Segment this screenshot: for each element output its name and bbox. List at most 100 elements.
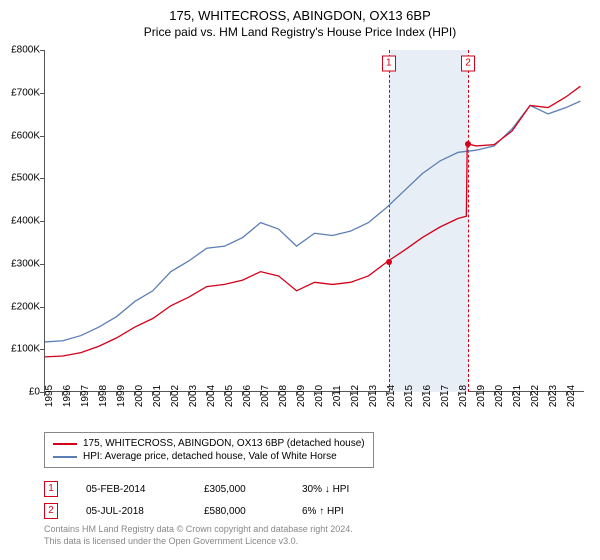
y-tick-label: £200K xyxy=(4,301,40,312)
x-tick-label: 2022 xyxy=(530,385,541,407)
y-tick-mark xyxy=(40,307,44,308)
x-tick-mark xyxy=(368,392,369,396)
x-tick-label: 1999 xyxy=(116,385,127,407)
price-line xyxy=(45,86,580,357)
chart-marker-1: 1 xyxy=(382,53,396,72)
x-tick-mark xyxy=(494,392,495,396)
legend-item: 175, WHITECROSS, ABINGDON, OX13 6BP (det… xyxy=(53,437,365,450)
x-tick-mark xyxy=(422,392,423,396)
x-tick-label: 2019 xyxy=(476,385,487,407)
transaction-marker-icon: 2 xyxy=(44,503,58,519)
x-tick-label: 2003 xyxy=(188,385,199,407)
x-tick-mark xyxy=(260,392,261,396)
transaction-row: 1 05-FEB-2014 £305,000 30% ↓ HPI xyxy=(44,478,349,500)
y-tick-mark xyxy=(40,50,44,51)
y-tick-mark xyxy=(40,221,44,222)
x-tick-mark xyxy=(170,392,171,396)
x-tick-mark xyxy=(278,392,279,396)
y-tick-mark xyxy=(40,264,44,265)
x-tick-label: 2002 xyxy=(170,385,181,407)
x-tick-label: 2017 xyxy=(440,385,451,407)
x-tick-mark xyxy=(332,392,333,396)
x-tick-mark xyxy=(44,392,45,396)
x-tick-label: 2023 xyxy=(548,385,559,407)
x-tick-mark xyxy=(296,392,297,396)
x-tick-label: 2016 xyxy=(422,385,433,407)
transaction-row: 2 05-JUL-2018 £580,000 6% ↑ HPI xyxy=(44,500,349,522)
x-tick-mark xyxy=(350,392,351,396)
legend-label: 175, WHITECROSS, ABINGDON, OX13 6BP (det… xyxy=(83,438,365,449)
y-tick-label: £100K xyxy=(4,344,40,355)
transaction-marker-icon: 1 xyxy=(44,481,58,497)
transaction-date: 05-FEB-2014 xyxy=(86,484,176,495)
transaction-table: 1 05-FEB-2014 £305,000 30% ↓ HPI 2 05-JUL-201… xyxy=(44,478,349,522)
x-tick-mark xyxy=(404,392,405,396)
x-tick-mark xyxy=(440,392,441,396)
y-tick-mark xyxy=(40,178,44,179)
y-tick-mark xyxy=(40,93,44,94)
footer-line-1: Contains HM Land Registry data © Crown c… xyxy=(44,524,353,536)
y-tick-label: £800K xyxy=(4,45,40,56)
x-tick-mark xyxy=(386,392,387,396)
x-tick-label: 2018 xyxy=(458,385,469,407)
legend-item: HPI: Average price, detached house, Vale… xyxy=(53,450,365,463)
chart-marker-2: 2 xyxy=(461,53,475,72)
legend-swatch xyxy=(53,443,77,445)
transaction-delta: 6% ↑ HPI xyxy=(302,506,344,517)
x-tick-label: 2024 xyxy=(566,385,577,407)
y-tick-mark xyxy=(40,136,44,137)
x-tick-label: 2015 xyxy=(404,385,415,407)
x-tick-mark xyxy=(98,392,99,396)
x-tick-label: 2007 xyxy=(260,385,271,407)
legend-swatch xyxy=(53,456,77,458)
chart-legend: 175, WHITECROSS, ABINGDON, OX13 6BP (det… xyxy=(44,432,374,468)
chart-title: 175, WHITECROSS, ABINGDON, OX13 6BP xyxy=(0,0,600,23)
chart-lines xyxy=(45,50,584,391)
x-tick-label: 2009 xyxy=(296,385,307,407)
transaction-price: £580,000 xyxy=(204,506,274,517)
x-tick-mark xyxy=(530,392,531,396)
x-tick-mark xyxy=(206,392,207,396)
x-tick-label: 1995 xyxy=(44,385,55,407)
x-tick-label: 2001 xyxy=(152,385,163,407)
x-tick-label: 1996 xyxy=(62,385,73,407)
chart-plot-area: 12 xyxy=(44,50,584,392)
hpi-line xyxy=(45,101,580,342)
footer-line-2: This data is licensed under the Open Gov… xyxy=(44,536,353,548)
x-tick-label: 2004 xyxy=(206,385,217,407)
x-tick-label: 2000 xyxy=(134,385,145,407)
x-tick-label: 2006 xyxy=(242,385,253,407)
x-tick-mark xyxy=(224,392,225,396)
x-tick-mark xyxy=(80,392,81,396)
x-tick-mark xyxy=(548,392,549,396)
x-tick-mark xyxy=(566,392,567,396)
x-tick-label: 2020 xyxy=(494,385,505,407)
legend-label: HPI: Average price, detached house, Vale… xyxy=(83,451,337,462)
chart-subtitle: Price paid vs. HM Land Registry's House … xyxy=(0,23,600,39)
x-tick-label: 2008 xyxy=(278,385,289,407)
x-tick-label: 1998 xyxy=(98,385,109,407)
y-tick-label: £500K xyxy=(4,173,40,184)
x-tick-mark xyxy=(242,392,243,396)
transaction-price: £305,000 xyxy=(204,484,274,495)
price-point-dot xyxy=(386,259,392,265)
x-tick-mark xyxy=(512,392,513,396)
x-tick-mark xyxy=(476,392,477,396)
x-tick-label: 1997 xyxy=(80,385,91,407)
x-tick-mark xyxy=(314,392,315,396)
y-tick-label: £600K xyxy=(4,130,40,141)
transaction-delta: 30% ↓ HPI xyxy=(302,484,349,495)
y-tick-label: £700K xyxy=(4,87,40,98)
transaction-date: 05-JUL-2018 xyxy=(86,506,176,517)
x-tick-label: 2013 xyxy=(368,385,379,407)
x-tick-mark xyxy=(116,392,117,396)
x-tick-mark xyxy=(134,392,135,396)
x-tick-mark xyxy=(188,392,189,396)
x-tick-mark xyxy=(458,392,459,396)
x-tick-mark xyxy=(62,392,63,396)
x-tick-label: 2011 xyxy=(332,385,343,407)
y-tick-label: £400K xyxy=(4,216,40,227)
x-tick-label: 2005 xyxy=(224,385,235,407)
y-tick-label: £0 xyxy=(4,387,40,398)
x-tick-label: 2010 xyxy=(314,385,325,407)
